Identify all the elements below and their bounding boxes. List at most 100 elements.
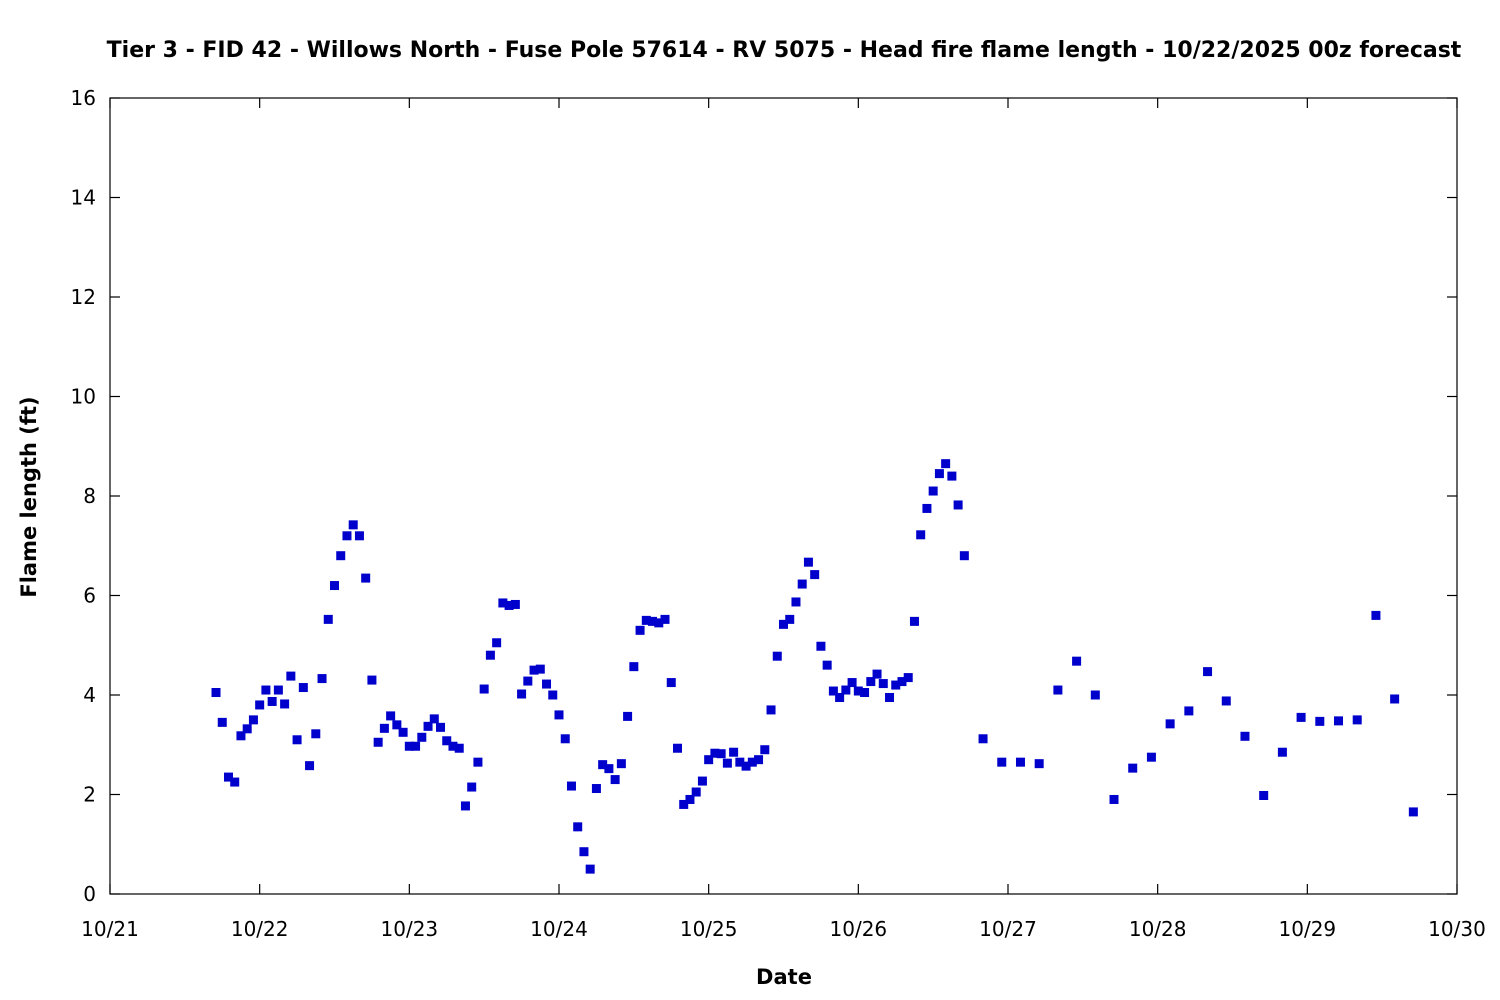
data-point: [616, 759, 626, 769]
data-point: [286, 671, 296, 681]
data-point: [423, 721, 433, 731]
data-point: [1184, 706, 1194, 716]
data-point: [1203, 667, 1213, 677]
data-point: [1128, 763, 1138, 773]
data-point: [1072, 656, 1082, 666]
data-point: [841, 685, 851, 695]
data-point: [485, 650, 495, 660]
y-tick-label: 8: [83, 484, 96, 508]
data-point: [959, 551, 969, 561]
y-tick-label: 16: [71, 86, 96, 110]
data-point: [685, 794, 695, 804]
x-tick-label: 10/26: [830, 917, 888, 941]
data-point: [498, 598, 508, 608]
data-point: [897, 677, 907, 687]
data-point: [585, 864, 595, 874]
y-tick-label: 6: [83, 584, 96, 608]
data-point: [523, 676, 533, 686]
data-points: [211, 459, 1418, 874]
data-point: [866, 677, 876, 687]
data-point: [941, 459, 951, 469]
data-point: [323, 614, 333, 624]
data-point: [1408, 807, 1418, 817]
data-point: [261, 685, 271, 695]
data-point: [473, 757, 483, 767]
data-point: [1090, 690, 1100, 700]
data-point: [710, 748, 720, 758]
data-point: [217, 717, 227, 727]
data-point: [336, 551, 346, 561]
data-point: [847, 678, 857, 688]
data-point: [492, 638, 502, 648]
data-point: [517, 689, 527, 699]
data-point: [822, 660, 832, 670]
data-point: [741, 761, 751, 771]
data-point: [872, 669, 882, 679]
data-point: [535, 664, 545, 674]
data-point: [997, 757, 1007, 767]
data-point: [747, 757, 757, 767]
data-point: [934, 469, 944, 479]
data-point: [379, 723, 389, 733]
data-point: [679, 799, 689, 809]
data-point: [909, 616, 919, 626]
data-point: [953, 500, 963, 510]
data-point: [604, 764, 614, 774]
data-point: [903, 673, 913, 683]
data-point: [772, 651, 782, 661]
data-point: [860, 688, 870, 698]
x-axis: 10/21 10/22 10/23 10/24 10/25 10/26 10/27 10/28…: [81, 98, 1486, 941]
data-point: [853, 686, 863, 696]
data-point: [504, 600, 514, 610]
data-point: [1053, 685, 1063, 695]
data-point: [610, 775, 620, 785]
data-point: [672, 743, 682, 753]
data-point: [816, 641, 826, 651]
data-point: [460, 801, 470, 811]
data-point: [467, 782, 477, 792]
x-axis-label: Date: [756, 965, 812, 989]
x-tick-label: 10/27: [979, 917, 1037, 941]
data-point: [785, 614, 795, 624]
data-point: [386, 711, 396, 721]
data-point: [330, 581, 339, 591]
data-point: [916, 530, 926, 540]
data-point: [392, 720, 402, 730]
y-tick-label: 0: [83, 882, 96, 906]
data-point: [1015, 757, 1025, 767]
data-point: [928, 486, 938, 496]
data-point: [573, 822, 583, 832]
data-point: [629, 662, 639, 672]
data-point: [411, 741, 421, 751]
y-tick-label: 4: [83, 683, 96, 707]
y-axis-label: Flame length (ft): [17, 396, 41, 597]
data-point: [1390, 694, 1400, 704]
data-point: [417, 732, 427, 742]
data-point: [623, 711, 633, 721]
y-tick-label: 10: [71, 385, 96, 409]
data-point: [1221, 696, 1231, 706]
data-point: [404, 741, 414, 751]
plot-frame: [109, 97, 1458, 895]
data-point: [691, 787, 701, 797]
y-tick-label: 12: [71, 285, 96, 309]
data-point: [1146, 752, 1156, 762]
data-point: [436, 722, 446, 732]
data-point: [230, 777, 240, 787]
data-point: [697, 776, 707, 786]
data-point: [510, 599, 520, 609]
data-point: [591, 784, 601, 794]
data-point: [1352, 715, 1362, 725]
data-point: [442, 736, 452, 746]
data-point: [654, 618, 664, 628]
data-point: [579, 847, 589, 857]
data-point: [635, 625, 645, 635]
data-point: [885, 692, 895, 702]
data-point: [716, 749, 726, 759]
data-point: [236, 731, 246, 741]
data-point: [1277, 747, 1287, 757]
data-point: [1034, 759, 1044, 769]
data-point: [529, 665, 539, 675]
x-tick-label: 10/25: [680, 917, 738, 941]
